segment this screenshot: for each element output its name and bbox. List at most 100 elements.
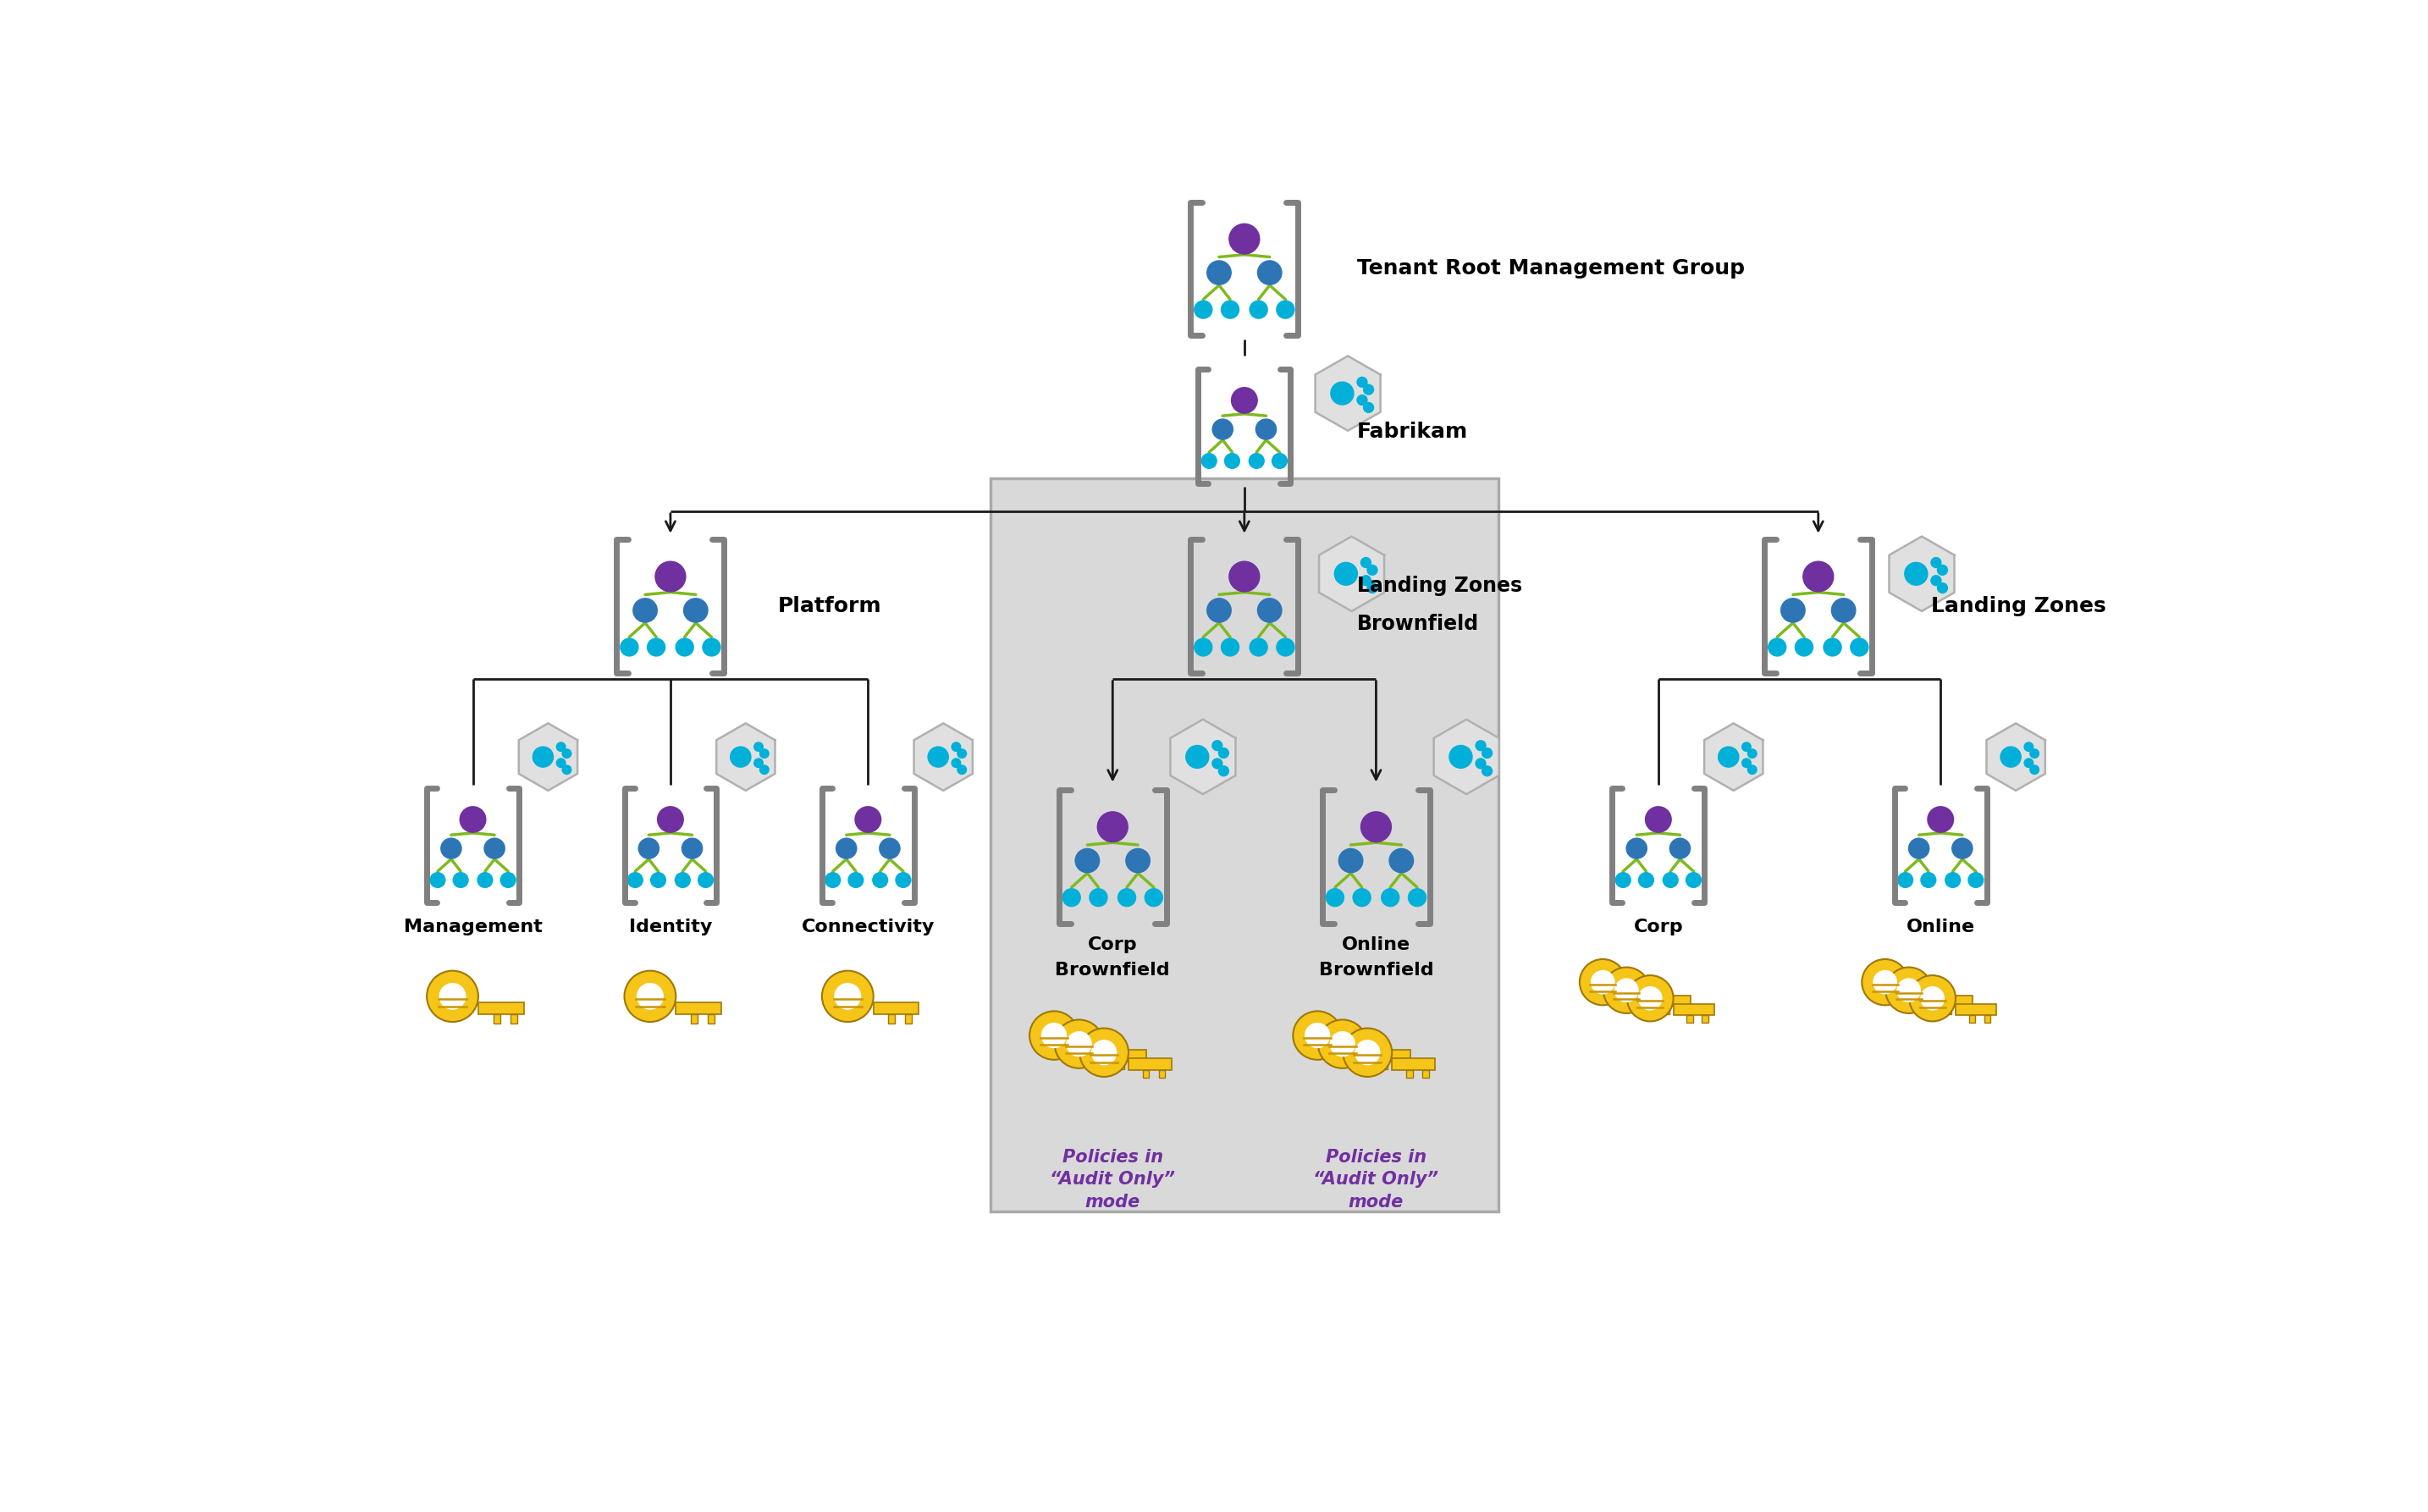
Ellipse shape xyxy=(1663,872,1678,888)
FancyBboxPatch shape xyxy=(478,1002,524,1015)
Ellipse shape xyxy=(1362,384,1374,395)
Ellipse shape xyxy=(1304,1022,1331,1048)
Ellipse shape xyxy=(1219,747,1229,759)
FancyBboxPatch shape xyxy=(1391,1058,1435,1070)
Ellipse shape xyxy=(1357,395,1367,405)
Text: Online: Online xyxy=(1343,936,1411,953)
FancyBboxPatch shape xyxy=(1129,1058,1173,1070)
Ellipse shape xyxy=(1294,1012,1343,1060)
Ellipse shape xyxy=(639,838,660,859)
Ellipse shape xyxy=(731,745,750,768)
Ellipse shape xyxy=(1921,872,1938,888)
Text: Corp: Corp xyxy=(1634,919,1683,936)
Ellipse shape xyxy=(1258,597,1282,623)
FancyBboxPatch shape xyxy=(1093,1052,1100,1061)
FancyBboxPatch shape xyxy=(1406,1070,1413,1078)
Ellipse shape xyxy=(1928,806,1955,833)
Ellipse shape xyxy=(1352,888,1372,907)
Ellipse shape xyxy=(2023,758,2035,768)
Ellipse shape xyxy=(1639,872,1653,888)
Ellipse shape xyxy=(1333,562,1357,585)
Ellipse shape xyxy=(656,561,687,593)
FancyBboxPatch shape xyxy=(1955,1004,1996,1015)
Ellipse shape xyxy=(1207,597,1231,623)
Ellipse shape xyxy=(1717,745,1738,768)
Ellipse shape xyxy=(1219,765,1229,777)
Ellipse shape xyxy=(500,872,517,888)
FancyBboxPatch shape xyxy=(1653,998,1661,1007)
Ellipse shape xyxy=(2023,742,2035,751)
Ellipse shape xyxy=(847,872,864,888)
Ellipse shape xyxy=(2001,745,2023,768)
Ellipse shape xyxy=(1768,638,1787,656)
Ellipse shape xyxy=(427,971,478,1022)
Ellipse shape xyxy=(1615,872,1632,888)
Ellipse shape xyxy=(1212,739,1224,751)
Ellipse shape xyxy=(682,597,709,623)
Ellipse shape xyxy=(651,872,665,888)
Ellipse shape xyxy=(1229,224,1260,254)
Text: Online: Online xyxy=(1906,919,1974,936)
Ellipse shape xyxy=(1029,1012,1078,1060)
Ellipse shape xyxy=(753,758,765,768)
Ellipse shape xyxy=(1741,742,1751,751)
Ellipse shape xyxy=(675,638,694,656)
Text: Brownfield: Brownfield xyxy=(1357,614,1479,634)
Ellipse shape xyxy=(532,745,554,768)
Ellipse shape xyxy=(957,765,966,774)
Polygon shape xyxy=(520,723,578,791)
Ellipse shape xyxy=(760,748,770,759)
FancyBboxPatch shape xyxy=(1134,1061,1141,1069)
Text: Landing Zones: Landing Zones xyxy=(1357,575,1522,596)
Ellipse shape xyxy=(957,748,966,759)
Ellipse shape xyxy=(753,742,765,751)
Ellipse shape xyxy=(1850,638,1870,656)
Ellipse shape xyxy=(634,597,658,623)
Ellipse shape xyxy=(1355,1040,1382,1066)
Ellipse shape xyxy=(1229,561,1260,593)
Ellipse shape xyxy=(1476,758,1486,770)
Ellipse shape xyxy=(561,765,573,774)
FancyBboxPatch shape xyxy=(1702,1015,1709,1022)
Ellipse shape xyxy=(1921,986,1945,1010)
FancyBboxPatch shape xyxy=(1908,987,1950,998)
Ellipse shape xyxy=(1639,986,1663,1010)
Text: Policies in
“Audit Only”
mode: Policies in “Audit Only” mode xyxy=(1314,1149,1440,1211)
FancyBboxPatch shape xyxy=(1382,1061,1386,1069)
Ellipse shape xyxy=(1862,959,1908,1005)
FancyBboxPatch shape xyxy=(1117,1061,1124,1069)
Ellipse shape xyxy=(1090,1040,1117,1066)
Polygon shape xyxy=(1318,537,1384,611)
Text: Policies in
“Audit Only”
mode: Policies in “Audit Only” mode xyxy=(1049,1149,1175,1211)
Ellipse shape xyxy=(1331,1031,1355,1057)
Ellipse shape xyxy=(1338,848,1365,874)
Ellipse shape xyxy=(1248,454,1265,469)
FancyBboxPatch shape xyxy=(1984,1015,1991,1022)
Polygon shape xyxy=(716,723,775,791)
Text: Landing Zones: Landing Zones xyxy=(1930,596,2105,617)
FancyBboxPatch shape xyxy=(1639,998,1646,1007)
Ellipse shape xyxy=(1255,419,1277,440)
Ellipse shape xyxy=(1076,848,1100,874)
Ellipse shape xyxy=(1221,301,1241,319)
Ellipse shape xyxy=(1741,758,1751,768)
Ellipse shape xyxy=(624,971,675,1022)
Ellipse shape xyxy=(1802,561,1833,593)
Ellipse shape xyxy=(879,838,901,859)
FancyBboxPatch shape xyxy=(1921,998,1928,1007)
Ellipse shape xyxy=(1794,638,1814,656)
FancyBboxPatch shape xyxy=(1396,1061,1403,1069)
Ellipse shape xyxy=(1615,978,1639,1002)
FancyBboxPatch shape xyxy=(1673,1004,1714,1015)
Ellipse shape xyxy=(1748,765,1758,774)
Text: Connectivity: Connectivity xyxy=(801,919,935,936)
Ellipse shape xyxy=(1627,838,1649,859)
Ellipse shape xyxy=(1581,959,1627,1005)
Ellipse shape xyxy=(1450,745,1474,768)
Ellipse shape xyxy=(452,872,469,888)
FancyBboxPatch shape xyxy=(1687,1015,1692,1022)
Text: Management: Management xyxy=(403,919,541,936)
Ellipse shape xyxy=(1224,454,1241,469)
Ellipse shape xyxy=(1202,454,1216,469)
Ellipse shape xyxy=(1066,1031,1093,1057)
